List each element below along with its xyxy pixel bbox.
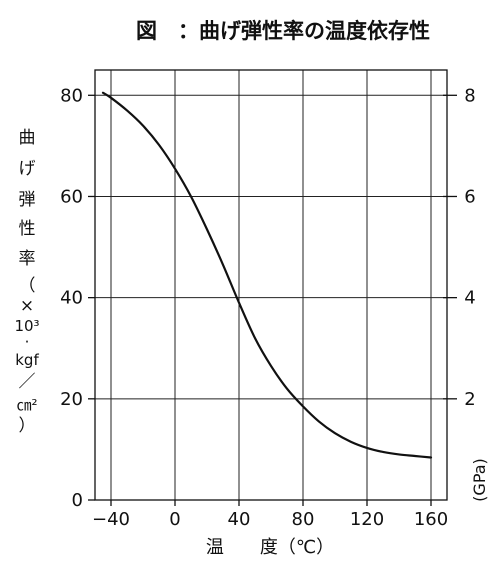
x-axis-label: 温 度（℃） [206, 537, 334, 558]
x-tick-label: −40 [92, 509, 130, 530]
x-tick-label: 80 [292, 509, 315, 530]
y-axis-label-part: ／ [19, 372, 36, 392]
x-tick-label: 0 [169, 509, 180, 530]
y-axis-label-part: ） [19, 416, 36, 436]
y-tick-label: 40 [60, 288, 83, 309]
y-axis-label-part: 弾 [19, 190, 36, 210]
y-tick-label: 0 [72, 490, 83, 511]
plot-frame [94, 69, 448, 501]
y-axis-label-part: 性 [19, 219, 36, 239]
tick-labels: −40 0 40 80 120 160 0 20 40 60 80 2 4 6 8 [60, 85, 476, 530]
grid-lines [95, 70, 447, 500]
y2-tick-label: 8 [464, 85, 475, 106]
y-axis-label-part: 率 [19, 249, 36, 269]
y-axis-label-part: kgf [15, 351, 39, 369]
axis-ticks [88, 94, 457, 506]
y-axis-label-part: 曲 [19, 128, 36, 148]
y-tick-label: 60 [60, 186, 83, 207]
y-tick-label: 80 [60, 85, 83, 106]
y2-tick-label: 6 [464, 186, 475, 207]
chart-title: 図 ：曲げ弾性率の温度依存性 [136, 19, 430, 43]
y2-tick-label: 2 [464, 389, 475, 410]
x-tick-label: 40 [228, 509, 251, 530]
x-tick-label: 120 [350, 509, 384, 530]
y-axis-label: 曲げ弾性率 （×10³·kgf ／ ㎝² ） [14, 128, 39, 436]
y-tick-label: 20 [60, 389, 83, 410]
y2-axis-label: (GPa) [470, 458, 489, 502]
y-axis-label-part: 10³ [14, 317, 39, 335]
y-axis-label-part: × [20, 296, 34, 316]
y-axis-label-part: ㎝² [16, 396, 37, 414]
y-axis-label-part: げ [19, 159, 36, 179]
y2-tick-label: 4 [464, 288, 475, 309]
series-line [101, 91, 433, 459]
y-axis-label-part: （ [19, 276, 36, 296]
y-axis-label-part: · [25, 333, 30, 351]
data-series [101, 91, 433, 459]
x-tick-label: 160 [414, 509, 448, 530]
